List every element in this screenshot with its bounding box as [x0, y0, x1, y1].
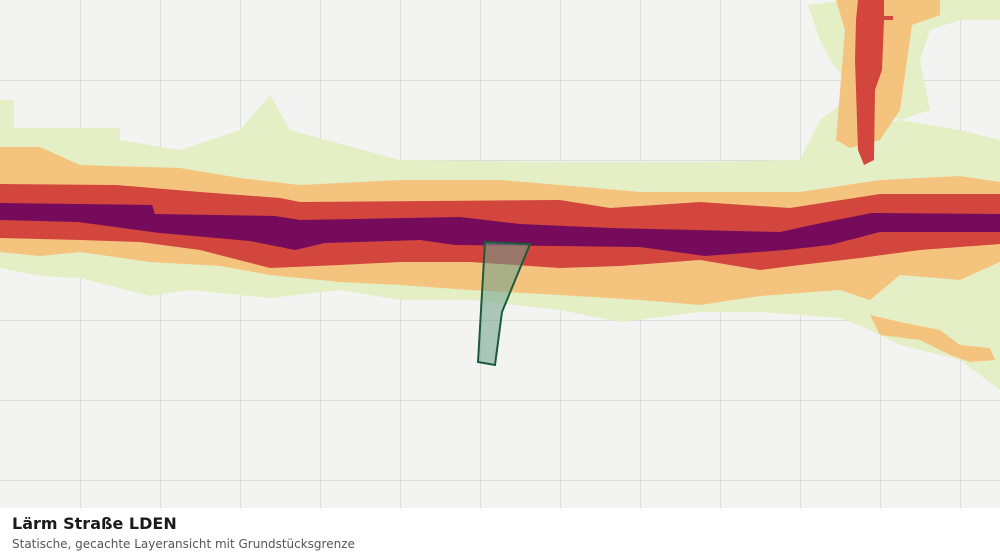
map-subtitle: Statische, gecachte Layeransicht mit Gru… [12, 537, 355, 551]
map-title: Lärm Straße LDEN [12, 514, 177, 533]
parcel-boundary[interactable] [476, 240, 532, 367]
map-view[interactable] [0, 0, 1000, 508]
caption: Lärm Straße LDEN Statische, gecachte Lay… [0, 508, 1000, 560]
